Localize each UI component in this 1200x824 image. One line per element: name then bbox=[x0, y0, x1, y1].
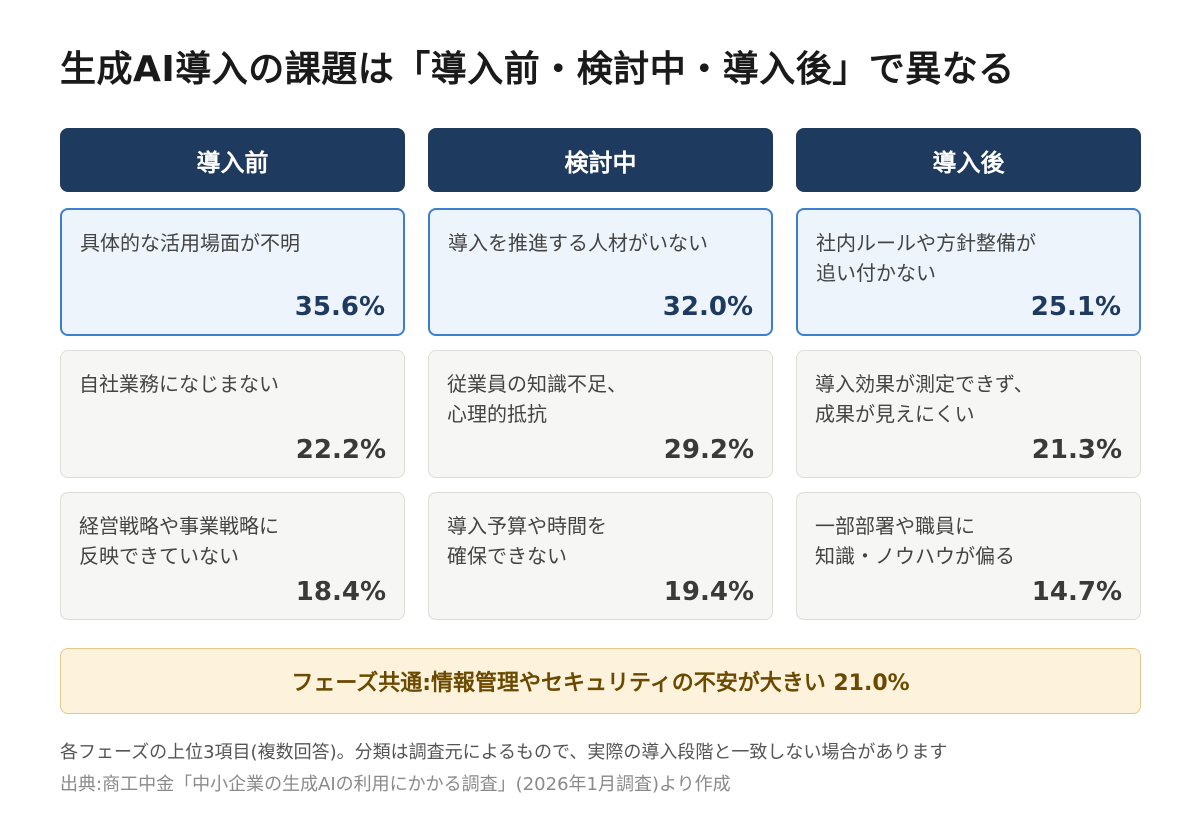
issue-percentage: 18.4% bbox=[295, 577, 386, 607]
issue-card-top: 社内ルールや方針整備が 追い付かない 25.1% bbox=[796, 208, 1141, 336]
issue-label: 具体的な活用場面が不明 bbox=[80, 231, 300, 255]
issue-card: 導入効果が測定できず、 成果が見えにくい 21.3% bbox=[796, 350, 1141, 478]
common-issue-banner: フェーズ共通:情報管理やセキュリティの不安が大きい 21.0% bbox=[60, 648, 1141, 714]
issue-label: 従業員の知識不足、 心理的抵抗 bbox=[447, 372, 627, 426]
phase-columns: 導入前 具体的な活用場面が不明 35.6% 自社業務になじまない 22.2% 経… bbox=[60, 128, 1141, 634]
footnote: 各フェーズの上位3項目(複数回答)。分類は調査元によるもので、実際の導入段階と一… bbox=[60, 742, 948, 763]
page-title: 生成AI導入の課題は「導入前・検討中・導入後」で異なる bbox=[60, 49, 1015, 90]
issue-label: 経営戦略や事業戦略に 反映できていない bbox=[79, 514, 279, 568]
issue-percentage: 29.2% bbox=[663, 435, 754, 465]
issue-percentage: 14.7% bbox=[1031, 577, 1122, 607]
source-citation: 出典:商工中金「中小企業の生成AIの利用にかかる調査」(2026年1月調査)より… bbox=[60, 774, 731, 795]
issue-percentage: 22.2% bbox=[295, 435, 386, 465]
issue-card-top: 導入を推進する人材がいない 32.0% bbox=[428, 208, 773, 336]
issue-percentage: 35.6% bbox=[294, 292, 385, 322]
issue-card: 経営戦略や事業戦略に 反映できていない 18.4% bbox=[60, 492, 405, 620]
column-header-before: 導入前 bbox=[60, 128, 405, 192]
issue-card-top: 具体的な活用場面が不明 35.6% bbox=[60, 208, 405, 336]
column-before-adoption: 導入前 具体的な活用場面が不明 35.6% 自社業務になじまない 22.2% 経… bbox=[60, 128, 405, 634]
issue-card: 従業員の知識不足、 心理的抵抗 29.2% bbox=[428, 350, 773, 478]
issue-label: 導入効果が測定できず、 成果が見えにくい bbox=[815, 372, 1034, 426]
issue-card: 一部部署や職員に 知識・ノウハウが偏る 14.7% bbox=[796, 492, 1141, 620]
issue-percentage: 32.0% bbox=[662, 292, 753, 322]
column-header-considering: 検討中 bbox=[428, 128, 773, 192]
column-under-consideration: 検討中 導入を推進する人材がいない 32.0% 従業員の知識不足、 心理的抵抗 … bbox=[428, 128, 773, 634]
issue-percentage: 19.4% bbox=[663, 577, 754, 607]
issue-label: 自社業務になじまない bbox=[79, 372, 279, 396]
column-after-adoption: 導入後 社内ルールや方針整備が 追い付かない 25.1% 導入効果が測定できず、… bbox=[796, 128, 1141, 634]
issue-percentage: 25.1% bbox=[1030, 292, 1121, 322]
issue-label: 社内ルールや方針整備が 追い付かない bbox=[816, 231, 1036, 285]
issue-label: 一部部署や職員に 知識・ノウハウが偏る bbox=[815, 514, 1015, 568]
issue-card: 自社業務になじまない 22.2% bbox=[60, 350, 405, 478]
issue-percentage: 21.3% bbox=[1031, 435, 1122, 465]
column-header-after: 導入後 bbox=[796, 128, 1141, 192]
issue-label: 導入を推進する人材がいない bbox=[448, 231, 708, 255]
issue-card: 導入予算や時間を 確保できない 19.4% bbox=[428, 492, 773, 620]
issue-label: 導入予算や時間を 確保できない bbox=[447, 514, 607, 568]
